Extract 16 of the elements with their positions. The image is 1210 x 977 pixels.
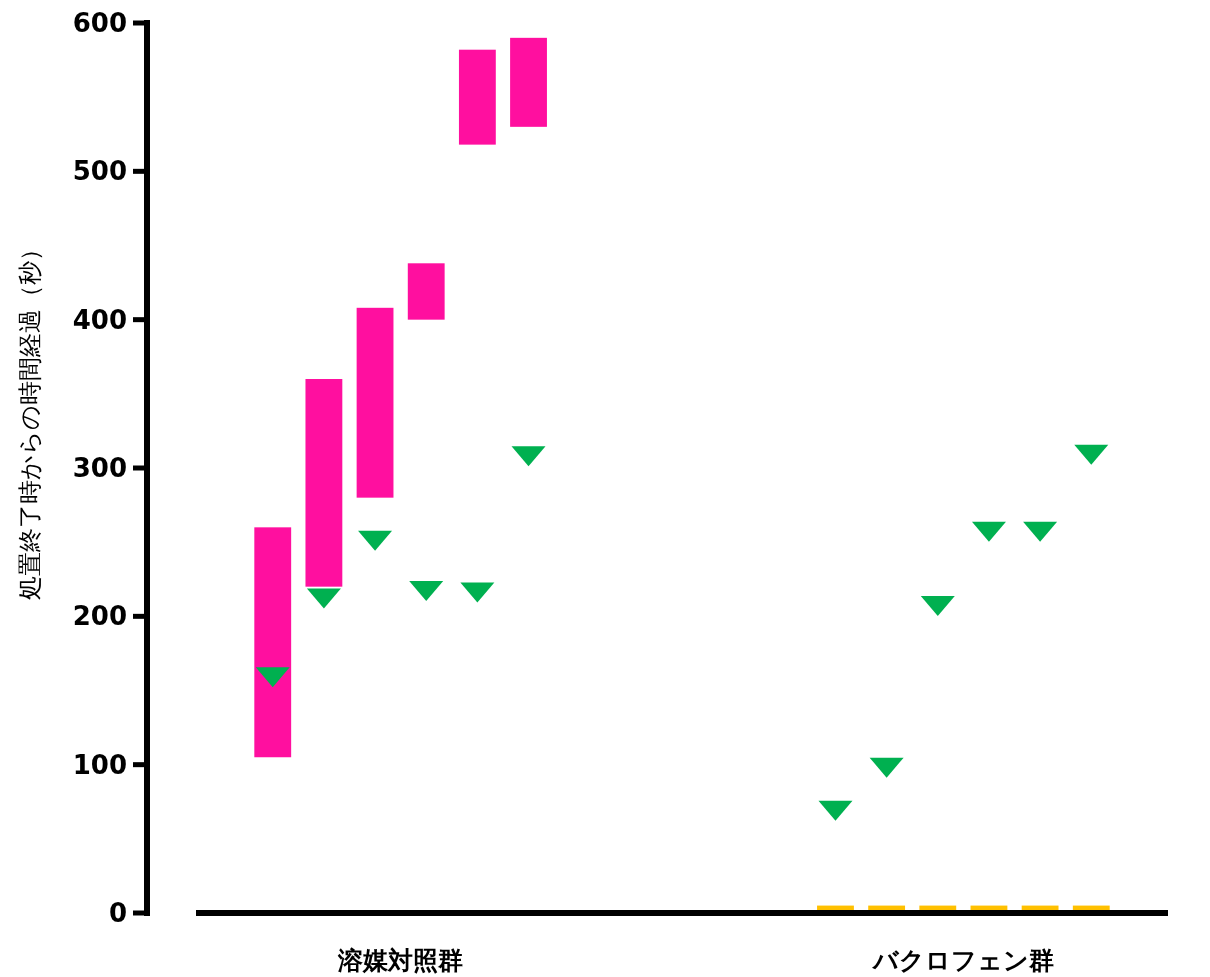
y-tick-label: 500 bbox=[72, 156, 127, 187]
y-tick-label: 100 bbox=[72, 749, 127, 780]
y-axis-title: 処置終了時からの時間経過（秒） bbox=[16, 236, 44, 600]
bar bbox=[356, 307, 394, 498]
text: 溶媒対照群 bbox=[337, 945, 464, 975]
y-tick-label: 300 bbox=[72, 453, 127, 483]
bar bbox=[458, 49, 496, 145]
y-tick-label: 600 bbox=[72, 8, 127, 38]
y-tick-label: 200 bbox=[72, 601, 127, 632]
y-tick-label: 0 bbox=[108, 898, 127, 928]
bar bbox=[254, 527, 292, 758]
bar bbox=[407, 263, 445, 320]
bar bbox=[305, 379, 343, 587]
y-tick-label: 400 bbox=[72, 304, 127, 335]
text: バクロフェン群 bbox=[870, 945, 1054, 975]
bar bbox=[510, 37, 547, 127]
